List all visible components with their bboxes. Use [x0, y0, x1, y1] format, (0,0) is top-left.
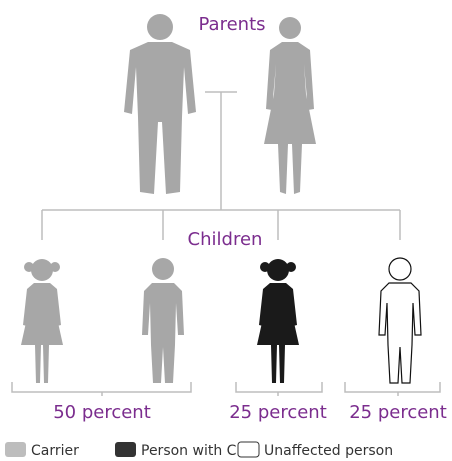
group-label: 50 percent [53, 402, 151, 423]
child-unaffected [379, 258, 421, 383]
group-label: 25 percent [349, 402, 447, 423]
group-label: 25 percent [229, 402, 327, 423]
diagram: Parents Children 50 percent 25 percent 2… [0, 0, 452, 461]
legend-swatch [238, 442, 259, 457]
page: {"parents_label": "Parents", "children_l… [0, 0, 452, 461]
child-carrier-girl [21, 259, 63, 383]
children-label: Children [188, 229, 263, 250]
father-carrier [124, 14, 196, 194]
legend-label: Carrier [31, 443, 79, 459]
child-carrier-boy [142, 258, 184, 383]
legend-label: Unaffected person [264, 443, 393, 459]
mother-carrier [264, 17, 316, 194]
parents-label: Parents [199, 14, 266, 35]
legend-swatch [5, 442, 26, 457]
legend-swatch [115, 442, 136, 457]
child-cf [257, 259, 299, 383]
legend-label: Person with CF [141, 443, 244, 459]
